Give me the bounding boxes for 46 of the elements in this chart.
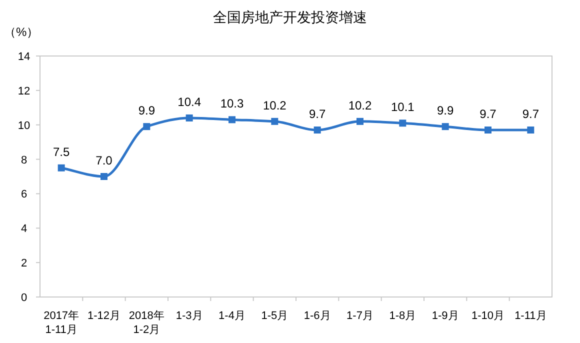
- x-tick-label: 1-12月: [87, 310, 121, 322]
- point: [356, 118, 364, 125]
- x-tick-label: 2017年 1-11月: [44, 310, 80, 336]
- data-label: 9.7: [308, 107, 326, 122]
- y-tick-label: 12: [18, 85, 30, 98]
- point: [527, 126, 534, 134]
- data-label: 10.2: [348, 98, 372, 112]
- point: [143, 123, 150, 130]
- x-tick-label: 1-11月: [514, 310, 547, 322]
- data-label: 10.4: [178, 94, 202, 109]
- x-tick-label: 1-10月: [471, 310, 505, 322]
- x-tick-label: 1-6月: [304, 310, 331, 322]
- data-label: 9.7: [522, 107, 540, 122]
- x-tick-label: 1-4月: [218, 310, 246, 322]
- x-tick-label: 2018年 1-2月: [128, 310, 164, 336]
- point: [314, 126, 321, 134]
- data-label: 9.9: [138, 104, 156, 118]
- y-tick-label: 14: [18, 51, 30, 63]
- x-tick-label: 1-3月: [176, 310, 203, 322]
- y-axis-title: （%）: [4, 25, 39, 39]
- data-label: 9.7: [480, 107, 497, 122]
- point: [186, 114, 193, 122]
- data-label: 10.2: [262, 98, 287, 112]
- x-tick-label: 1-9月: [432, 310, 459, 322]
- x-tick-label: 1-5月: [261, 310, 288, 322]
- data-label: 9.9: [436, 104, 454, 118]
- point: [228, 116, 236, 124]
- point: [399, 120, 406, 127]
- point: [271, 118, 278, 125]
- data-label: 7.0: [96, 154, 113, 168]
- x-tick-label: 1-7月: [346, 310, 374, 322]
- chart-title: 全国房地产开发投资增速: [213, 9, 367, 25]
- y-tick-label: 8: [20, 154, 28, 166]
- point: [100, 173, 108, 180]
- point: [442, 123, 449, 130]
- x-tick-label: 1-8月: [389, 310, 416, 322]
- point: [484, 126, 492, 134]
- data-label: 7.5: [52, 144, 70, 159]
- data-label: 10.1: [390, 100, 415, 114]
- y-tick-label: 0: [20, 292, 28, 304]
- y-tick-label: 4: [20, 223, 28, 236]
- data-label: 10.3: [220, 96, 244, 111]
- y-tick-label: 6: [20, 188, 28, 201]
- point: [58, 164, 65, 172]
- y-tick-label: 2: [20, 258, 28, 270]
- y-tick-label: 10: [18, 120, 30, 132]
